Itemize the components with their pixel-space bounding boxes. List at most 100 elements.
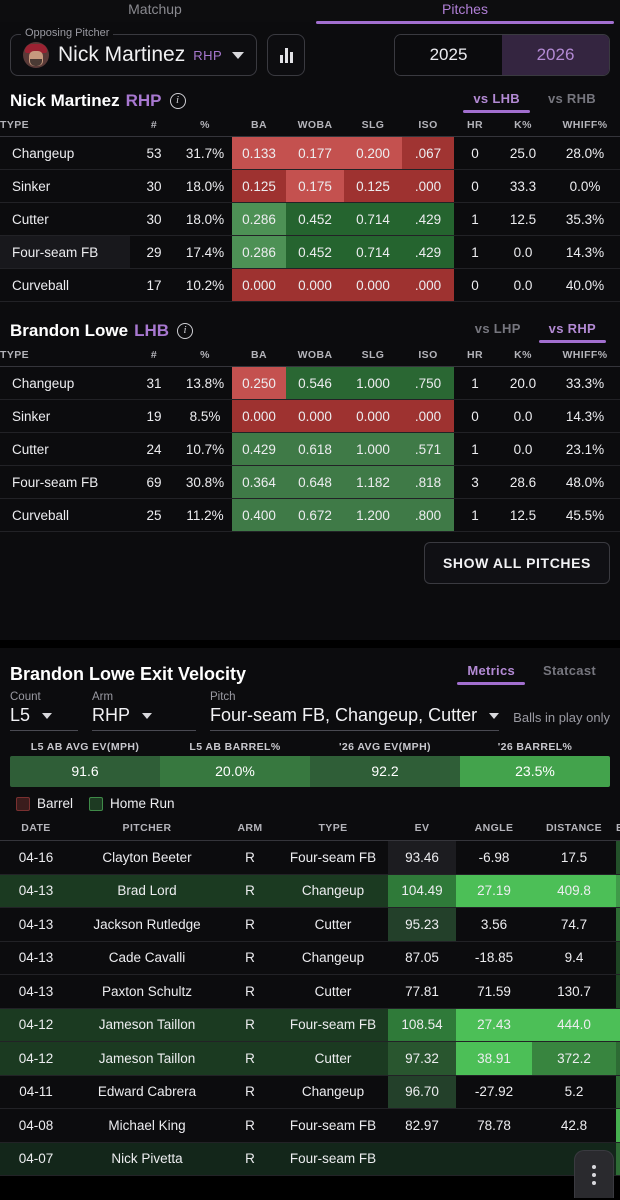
pitch-filter[interactable]: Pitch Four-seam FB, Changeup, Cutter: [210, 691, 500, 731]
th-ba[interactable]: BA: [232, 115, 286, 137]
table-row[interactable]: Curveball 25 11.2% 0.400 0.672 1.200.800 1 12.5…: [0, 498, 620, 532]
table-row[interactable]: 04-16 Clayton Beeter R Four-seam FB 93.46 -6.…: [0, 840, 620, 875]
count-filter[interactable]: Count L5: [10, 691, 78, 731]
cell-ev: 96.70: [388, 1075, 456, 1109]
th-ba[interactable]: BA: [232, 345, 286, 367]
th-k[interactable]: K%: [496, 115, 550, 137]
th-barrel[interactable]: B: [616, 817, 620, 841]
th-whiff[interactable]: WHIFF%: [550, 345, 620, 367]
cell-iso: .067: [402, 136, 454, 170]
cell-date: 04-13: [0, 974, 72, 1009]
chevron-down-icon[interactable]: [489, 712, 500, 719]
cell-whiff: 33.3%: [550, 366, 620, 400]
th-distance[interactable]: DISTANCE: [532, 817, 616, 841]
table-row[interactable]: Cutter 30 18.0% 0.286 0.452 0.714.429 1 12.5 35.…: [0, 202, 620, 236]
exit-velocity-header: Brandon Lowe Exit Velocity Metrics Statc…: [0, 648, 620, 685]
th-angle[interactable]: ANGLE: [456, 817, 532, 841]
cell-type: Cutter: [278, 974, 388, 1009]
info-icon[interactable]: i: [169, 92, 186, 109]
cell-iso: .429: [402, 202, 454, 236]
cell-ev: 77.81: [388, 974, 456, 1009]
th-count[interactable]: #: [130, 115, 178, 137]
pitcher-split-tab-vs-rhb[interactable]: vs RHB: [547, 91, 596, 106]
table-row[interactable]: Changeup 31 13.8% 0.250 0.546 1.000.750 1 20.0 3…: [0, 366, 620, 400]
th-hr[interactable]: HR: [454, 345, 496, 367]
th-woba[interactable]: WOBA: [286, 345, 344, 367]
year-option-2025[interactable]: 2025: [395, 35, 502, 75]
exit-velocity-log-body: 04-16 Clayton Beeter R Four-seam FB 93.46 -6.…: [0, 840, 620, 1176]
cell-barrel: [616, 1075, 620, 1109]
th-ev[interactable]: EV: [388, 817, 456, 841]
show-all-pitches-button[interactable]: SHOW ALL PITCHES: [423, 542, 610, 584]
chevron-down-icon[interactable]: [232, 51, 245, 59]
table-row[interactable]: 04-13 Cade Cavalli R Changeup 87.05 -18.85 9.4: [0, 941, 620, 975]
year-option-2026[interactable]: 2026: [502, 35, 609, 75]
cell-slg: 0.714: [344, 235, 402, 269]
cell-type: Cutter: [278, 907, 388, 942]
opposing-pitcher-select[interactable]: Opposing Pitcher Nick Martinez RHP: [10, 27, 258, 76]
th-slg[interactable]: SLG: [344, 345, 402, 367]
cell-arm: R: [222, 974, 278, 1009]
table-row[interactable]: Curveball 17 10.2% 0.000 0.000 0.000.000 0 0.0 4…: [0, 268, 620, 302]
cell-type: Changeup: [0, 366, 130, 400]
th-hr[interactable]: HR: [454, 115, 496, 137]
batter-split-tab-vs-rhp[interactable]: vs RHP: [535, 318, 610, 343]
th-pitcher[interactable]: PITCHER: [72, 817, 222, 841]
cell-barrel: [616, 907, 620, 942]
cell-woba: 0.546: [286, 366, 344, 400]
tab-pitches[interactable]: Pitches: [310, 0, 620, 24]
cell-date: 04-08: [0, 1108, 72, 1143]
cell-k: 12.5: [496, 498, 550, 532]
th-pct[interactable]: %: [178, 115, 232, 137]
th-k[interactable]: K%: [496, 345, 550, 367]
th-date[interactable]: DATE: [0, 817, 72, 841]
table-row[interactable]: Four-seam FB 69 30.8% 0.364 0.648 1.182.818 3 2…: [0, 465, 620, 499]
cell-ev: [388, 1142, 456, 1176]
th-woba[interactable]: WOBA: [286, 115, 344, 137]
th-type[interactable]: TYPE: [0, 115, 130, 137]
th-pct[interactable]: %: [178, 345, 232, 367]
table-row[interactable]: 04-12 Jameson Taillon R Cutter 97.32 38.91 372…: [0, 1041, 620, 1076]
table-row[interactable]: Four-seam FB 29 17.4% 0.286 0.452 0.714.429 1 0…: [0, 235, 620, 269]
table-row[interactable]: 04-13 Brad Lord R Changeup 104.49 27.19 409.8: [0, 874, 620, 908]
arm-filter[interactable]: Arm RHP: [92, 691, 196, 731]
th-arm[interactable]: ARM: [222, 817, 278, 841]
cell-type: Four-seam FB: [278, 1108, 388, 1143]
table-row[interactable]: 04-13 Paxton Schultz R Cutter 77.81 71.59 130.…: [0, 974, 620, 1009]
cell-whiff: 48.0%: [550, 465, 620, 499]
cell-slg: 1.000: [344, 432, 402, 466]
th-type[interactable]: TYPE: [0, 345, 130, 367]
table-row[interactable]: 04-07 Nick Pivetta R Four-seam FB: [0, 1142, 620, 1176]
info-icon[interactable]: i: [177, 322, 194, 339]
table-row[interactable]: 04-11 Edward Cabrera R Changeup 96.70 -27.92 5…: [0, 1075, 620, 1109]
cell-pct: 18.0%: [178, 169, 232, 203]
batter-split-tab-vs-lhp[interactable]: vs LHP: [474, 321, 521, 336]
cell-type: Four-seam FB: [278, 1008, 388, 1042]
more-options-button[interactable]: [574, 1150, 614, 1198]
table-row[interactable]: 04-12 Jameson Taillon R Four-seam FB 108.54 2…: [0, 1008, 620, 1042]
th-iso[interactable]: ISO: [402, 115, 454, 137]
th-whiff[interactable]: WHIFF%: [550, 115, 620, 137]
th-count[interactable]: #: [130, 345, 178, 367]
tab-matchup[interactable]: Matchup: [0, 0, 310, 22]
table-row[interactable]: Sinker 19 8.5% 0.000 0.000 0.000.000 0 0.0 14.3%: [0, 399, 620, 433]
table-row[interactable]: 04-08 Michael King R Four-seam FB 82.97 78.78…: [0, 1108, 620, 1143]
table-row[interactable]: Cutter 24 10.7% 0.429 0.618 1.000.571 1 0.0 23.1…: [0, 432, 620, 466]
count-filter-label: Count: [10, 691, 41, 703]
table-row[interactable]: Sinker 30 18.0% 0.125 0.175 0.125.000 0 33.3 0.0…: [0, 169, 620, 203]
pitcher-table-body: Changeup 53 31.7% 0.133 0.177 0.200.067 0 25.0 2…: [0, 136, 620, 302]
pitcher-split-tab-vs-lhb[interactable]: vs LHB: [459, 88, 534, 113]
table-row[interactable]: 04-13 Jackson Rutledge R Cutter 95.23 3.56 74.…: [0, 907, 620, 942]
cell-woba: 0.175: [286, 169, 344, 203]
cell-pitcher: Jameson Taillon: [72, 1041, 222, 1076]
cell-arm: R: [222, 941, 278, 975]
bar-chart-button[interactable]: [267, 34, 306, 76]
tab-statcast[interactable]: Statcast: [543, 663, 596, 678]
th-slg[interactable]: SLG: [344, 115, 402, 137]
table-row[interactable]: Changeup 53 31.7% 0.133 0.177 0.200.067 0 25.0 2…: [0, 136, 620, 170]
th-type[interactable]: TYPE: [278, 817, 388, 841]
th-iso[interactable]: ISO: [402, 345, 454, 367]
chevron-down-icon[interactable]: [142, 712, 153, 719]
tab-metrics[interactable]: Metrics: [453, 660, 529, 685]
chevron-down-icon[interactable]: [42, 712, 53, 719]
